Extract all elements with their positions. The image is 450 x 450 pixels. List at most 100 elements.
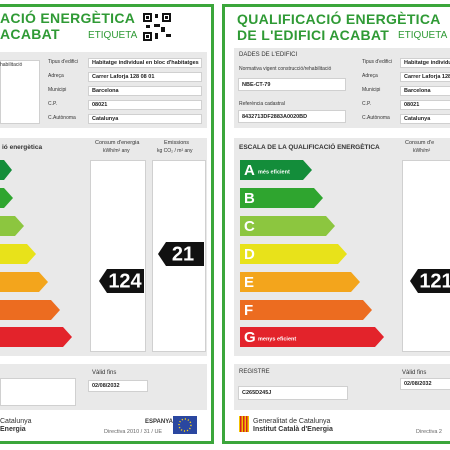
registry-label: REGISTRE: [239, 369, 270, 375]
cell: [238, 110, 346, 123]
field-value: Habitatge individua: [404, 60, 450, 66]
arrow: [240, 188, 323, 208]
arrow: [240, 216, 335, 236]
column-unit: kg CO₂ / m² any: [157, 148, 193, 154]
cell: [400, 100, 450, 110]
emissions-value: 21: [172, 243, 194, 265]
grade-letter: B: [244, 190, 255, 207]
grade-letter: G: [244, 329, 256, 346]
directive: Directiva 2: [416, 429, 442, 435]
grade-letter: A: [244, 162, 255, 179]
grade-letter: E: [244, 274, 254, 291]
arrow: [240, 327, 384, 347]
arrow: [0, 272, 48, 292]
title: ACABAT: [0, 26, 60, 42]
valid-value: 02/08/2032: [404, 381, 432, 387]
field-value: Catalunya: [92, 116, 119, 122]
field-label: Adreça: [362, 73, 378, 79]
scale-title: ió energètica: [2, 144, 43, 151]
arrow: [240, 160, 312, 180]
grade-letter: D: [244, 246, 255, 263]
field-label: C.Autònoma: [48, 115, 76, 121]
title: QUALIFICACIÓ ENERGÈTICA: [237, 11, 441, 27]
column-header: Emissions: [164, 140, 190, 146]
field-value: Habitatge individual en bloc d'habitatge…: [92, 60, 199, 66]
consumption-arrow: [410, 269, 450, 293]
field-value: Catalunya: [404, 116, 431, 122]
field-value: Barcelona: [92, 88, 119, 94]
cell: [238, 386, 348, 400]
field-label: Municipi: [48, 87, 67, 93]
cell: [238, 78, 346, 91]
arrow: [0, 188, 13, 208]
footer-org: Generalitat de Catalunya: [253, 418, 331, 425]
best-note: més eficient: [258, 169, 290, 175]
arrow: [240, 300, 372, 320]
field-value: 8432713DF2883A0020BD: [242, 114, 308, 120]
arrow: [0, 160, 12, 180]
title: ACIÓ ENERGÈTICA: [0, 10, 136, 26]
generalitat-logo: [239, 416, 249, 432]
worst-note: menys eficient: [258, 336, 296, 342]
field-value: Carrer Laforja 128: [404, 74, 450, 80]
field-label: C.Autònoma: [362, 115, 390, 121]
field-label: Tipus d'edifici: [362, 59, 392, 65]
cell: [400, 378, 450, 390]
right-scale-arrows: [240, 160, 384, 347]
consumption-value: 121: [419, 270, 450, 292]
column-unit: kWh/m²: [413, 148, 431, 154]
consumption-value: 124: [108, 270, 142, 292]
field-label: Municipi: [362, 87, 381, 93]
valid-value: 02/08/2032: [92, 383, 120, 389]
tag: ETIQUETA: [398, 30, 448, 41]
emissions-arrow: [158, 242, 204, 266]
column-header: Consum d'e: [405, 140, 435, 146]
field-label: habilitació: [0, 62, 23, 68]
cell: [400, 72, 450, 82]
qr-code: [142, 12, 172, 42]
field-label: Normativa vigent construcció/rehabilitac…: [239, 66, 332, 72]
eu-flag: [173, 416, 197, 434]
grade-letter: F: [244, 302, 253, 319]
valid-label: Vàlid fins: [92, 370, 117, 376]
arrow: [240, 272, 360, 292]
arrow: [0, 327, 72, 347]
cell: [88, 86, 202, 96]
cell: [0, 378, 76, 406]
arrow: [0, 300, 60, 320]
field-value: Carrer Laforja 128 08 01: [92, 74, 155, 80]
cell: [400, 114, 450, 124]
footer-org: Energia: [0, 426, 26, 433]
cell: [88, 72, 202, 82]
registry-value: C265D245J: [242, 390, 272, 396]
cell: [0, 60, 40, 124]
cell: [400, 58, 450, 68]
country: ESPANYA: [145, 419, 174, 425]
cell: [88, 100, 202, 110]
tag: ETIQUETA: [88, 30, 138, 41]
arrow: [0, 244, 36, 264]
left-scale-arrows: [0, 160, 72, 347]
field-label: C.P.: [362, 101, 372, 107]
field-label: C.P.: [48, 101, 58, 107]
footer-org: Institut Català d'Energia: [253, 426, 333, 433]
field-label: Tipus d'edifici: [48, 59, 78, 65]
cell: [88, 380, 148, 392]
column-header: Consum d'energia: [95, 140, 140, 146]
field-label: Referència cadastral: [239, 101, 285, 107]
grade-letter: C: [244, 218, 255, 235]
cell: [400, 86, 450, 96]
footer-org: Catalunya: [0, 418, 32, 425]
valid-label: Vàlid fins: [402, 370, 427, 376]
directive: Directiva 2010 / 31 / UE: [104, 429, 163, 435]
field-value: Barcelona: [404, 88, 431, 94]
consumption-column: [402, 160, 450, 352]
title: DE L'EDIFICI ACABAT: [237, 27, 390, 43]
field-value: 08021: [404, 102, 420, 108]
field-value: 08021: [92, 102, 108, 108]
arrow: [240, 244, 347, 264]
scale-title: ESCALA DE LA QUALIFICACIÓ ENERGÈTICA: [239, 144, 380, 151]
